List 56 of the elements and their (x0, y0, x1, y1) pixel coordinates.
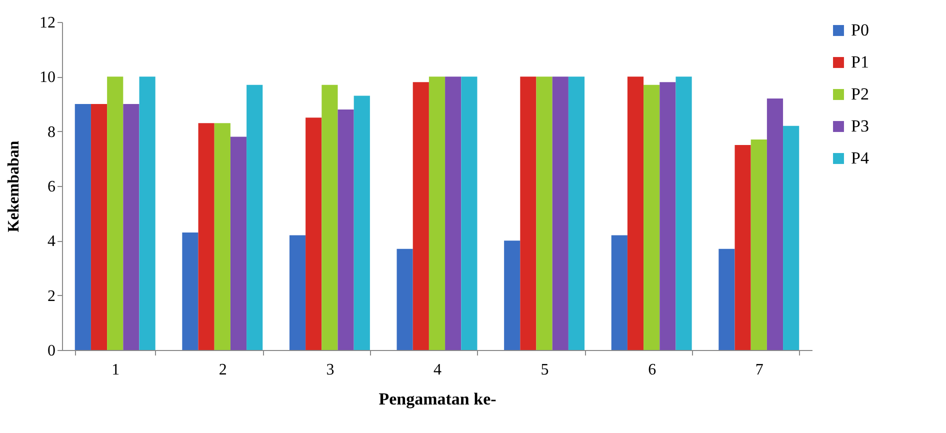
bar (568, 76, 585, 350)
y-tick-label: 0 (48, 342, 56, 360)
bar (718, 248, 735, 350)
x-tick-label: 7 (755, 362, 764, 378)
bar (396, 248, 413, 350)
bar (214, 123, 230, 350)
bar (766, 98, 784, 350)
y-tick-label: 6 (48, 178, 56, 196)
bar (289, 235, 306, 350)
bar (428, 76, 446, 350)
bar (107, 76, 124, 350)
x-axis-title: Pengamatan ke- (378, 390, 497, 408)
bar (552, 76, 568, 350)
bar (338, 109, 354, 350)
bar (246, 84, 263, 350)
y-tick-label: 10 (40, 69, 56, 86)
y-tick-label: 12 (40, 14, 56, 32)
bar (198, 123, 214, 350)
bar (139, 76, 156, 350)
bar (504, 240, 520, 350)
bar (627, 76, 644, 350)
bar (750, 140, 767, 350)
bar (536, 76, 552, 350)
legend-label: P1 (851, 52, 869, 72)
bar (520, 76, 536, 350)
bar (306, 118, 322, 350)
x-tick-label: 4 (434, 362, 442, 378)
bar (611, 235, 628, 350)
bar (354, 96, 370, 350)
y-tick-label: 8 (48, 124, 56, 141)
bar (412, 82, 429, 350)
bar (182, 232, 198, 350)
bar (90, 104, 108, 350)
bar (660, 82, 676, 350)
x-tick-label: 3 (326, 362, 334, 378)
legend-label: P4 (851, 148, 870, 168)
bar (230, 136, 247, 350)
y-tick-label: 4 (48, 233, 56, 250)
x-tick-label: 2 (218, 362, 227, 378)
bar (461, 76, 478, 350)
bar (74, 104, 91, 350)
x-tick-label: 5 (540, 362, 549, 378)
bar (322, 84, 338, 350)
x-tick-label: 6 (648, 362, 656, 378)
bar (644, 84, 660, 350)
bar (676, 76, 692, 350)
bar (734, 145, 751, 350)
bar (123, 104, 140, 350)
legend-label: P2 (851, 84, 869, 104)
bar (783, 126, 800, 350)
y-tick-label: 2 (48, 288, 56, 305)
x-tick-label: 1 (112, 362, 120, 378)
bar (445, 76, 462, 350)
legend-label: P3 (851, 116, 869, 136)
y-axis-title: Kekembaban (6, 140, 22, 232)
legend-label: P0 (851, 20, 869, 40)
